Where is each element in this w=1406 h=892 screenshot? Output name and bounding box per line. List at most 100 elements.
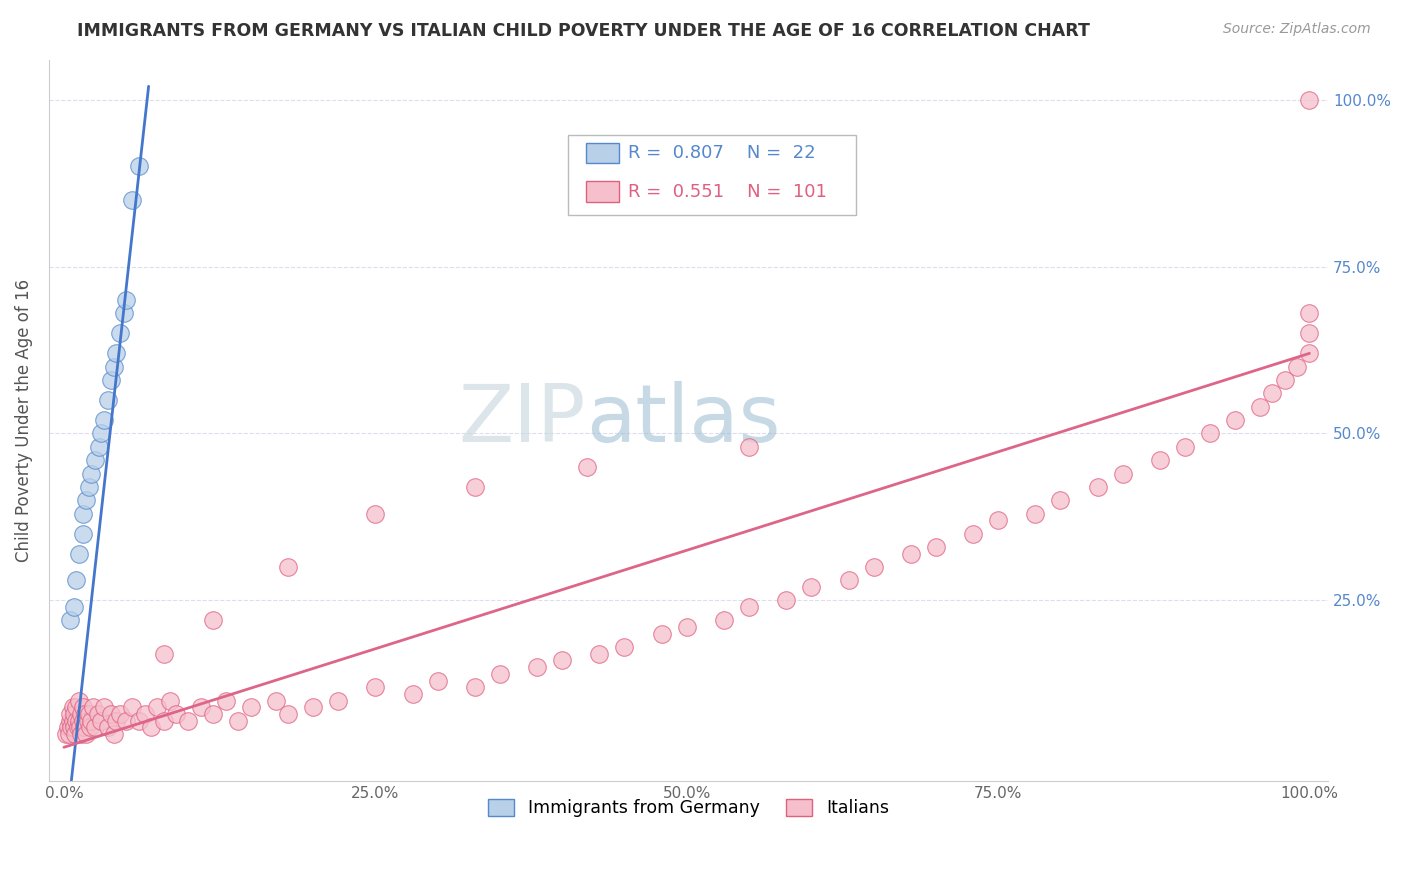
Point xyxy=(75,493,97,508)
Point xyxy=(93,413,115,427)
Point xyxy=(738,440,761,454)
Point xyxy=(987,513,1010,527)
Point xyxy=(96,720,118,734)
Point xyxy=(800,580,823,594)
Point xyxy=(70,706,93,721)
Point xyxy=(1087,480,1109,494)
Point xyxy=(65,574,87,588)
Point xyxy=(69,720,91,734)
Point xyxy=(1298,326,1320,341)
Point xyxy=(489,666,512,681)
Point xyxy=(96,393,118,408)
Point xyxy=(115,714,138,728)
Point xyxy=(134,706,156,721)
Point xyxy=(66,720,89,734)
Point xyxy=(55,727,77,741)
Y-axis label: Child Poverty Under the Age of 16: Child Poverty Under the Age of 16 xyxy=(15,278,32,562)
Point xyxy=(675,620,697,634)
FancyBboxPatch shape xyxy=(586,181,620,202)
Point xyxy=(1249,400,1271,414)
Point xyxy=(202,706,225,721)
Point xyxy=(62,714,84,728)
Point xyxy=(63,720,86,734)
Point xyxy=(613,640,636,654)
Point xyxy=(59,706,82,721)
Point xyxy=(1111,467,1133,481)
Point xyxy=(75,706,97,721)
Text: atlas: atlas xyxy=(586,381,780,459)
Point xyxy=(226,714,249,728)
Point xyxy=(72,507,94,521)
Point xyxy=(1149,453,1171,467)
Point xyxy=(70,727,93,741)
Point xyxy=(108,326,131,341)
Point xyxy=(103,727,125,741)
Point xyxy=(1261,386,1284,401)
Point xyxy=(713,614,735,628)
Point xyxy=(73,720,96,734)
Point xyxy=(1174,440,1197,454)
Point xyxy=(79,720,101,734)
Point xyxy=(651,627,673,641)
Point xyxy=(72,526,94,541)
Point xyxy=(90,714,112,728)
Point xyxy=(239,700,262,714)
Point xyxy=(100,373,122,387)
Text: Source: ZipAtlas.com: Source: ZipAtlas.com xyxy=(1223,22,1371,37)
Point xyxy=(77,480,100,494)
Point xyxy=(838,574,860,588)
Text: R =  0.807    N =  22: R = 0.807 N = 22 xyxy=(628,144,815,161)
Point xyxy=(87,440,110,454)
Point xyxy=(128,714,150,728)
Point xyxy=(63,600,86,615)
Point xyxy=(139,720,162,734)
Text: IMMIGRANTS FROM GERMANY VS ITALIAN CHILD POVERTY UNDER THE AGE OF 16 CORRELATION: IMMIGRANTS FROM GERMANY VS ITALIAN CHILD… xyxy=(77,22,1090,40)
Point xyxy=(86,706,108,721)
Point xyxy=(84,453,107,467)
Point xyxy=(1049,493,1071,508)
Point xyxy=(56,720,79,734)
Point xyxy=(426,673,449,688)
Point xyxy=(62,700,84,714)
Point xyxy=(121,193,143,207)
Point xyxy=(67,714,90,728)
Point xyxy=(1298,346,1320,360)
Point xyxy=(402,687,425,701)
Point xyxy=(177,714,200,728)
Point xyxy=(59,614,82,628)
Point xyxy=(100,706,122,721)
Point xyxy=(576,459,599,474)
Text: ZIP: ZIP xyxy=(458,381,586,459)
Point xyxy=(152,714,174,728)
Point xyxy=(862,560,884,574)
Point xyxy=(67,547,90,561)
Point xyxy=(326,693,349,707)
Point xyxy=(264,693,287,707)
Point xyxy=(103,359,125,374)
Point xyxy=(60,720,83,734)
Point xyxy=(1024,507,1046,521)
Point xyxy=(775,593,797,607)
Point xyxy=(159,693,181,707)
Point xyxy=(105,714,128,728)
Point xyxy=(900,547,922,561)
Point xyxy=(1274,373,1296,387)
Point xyxy=(1298,93,1320,107)
Point xyxy=(108,706,131,721)
Point xyxy=(65,714,87,728)
Point xyxy=(738,600,761,615)
Point xyxy=(215,693,238,707)
Point xyxy=(93,700,115,714)
Point xyxy=(526,660,548,674)
Point xyxy=(90,426,112,441)
Point xyxy=(105,346,128,360)
Point xyxy=(1285,359,1308,374)
Point xyxy=(302,700,325,714)
Point xyxy=(63,706,86,721)
Point xyxy=(59,714,82,728)
Point xyxy=(152,647,174,661)
Point xyxy=(72,700,94,714)
Point xyxy=(1223,413,1246,427)
Point xyxy=(80,714,103,728)
Point xyxy=(1198,426,1220,441)
